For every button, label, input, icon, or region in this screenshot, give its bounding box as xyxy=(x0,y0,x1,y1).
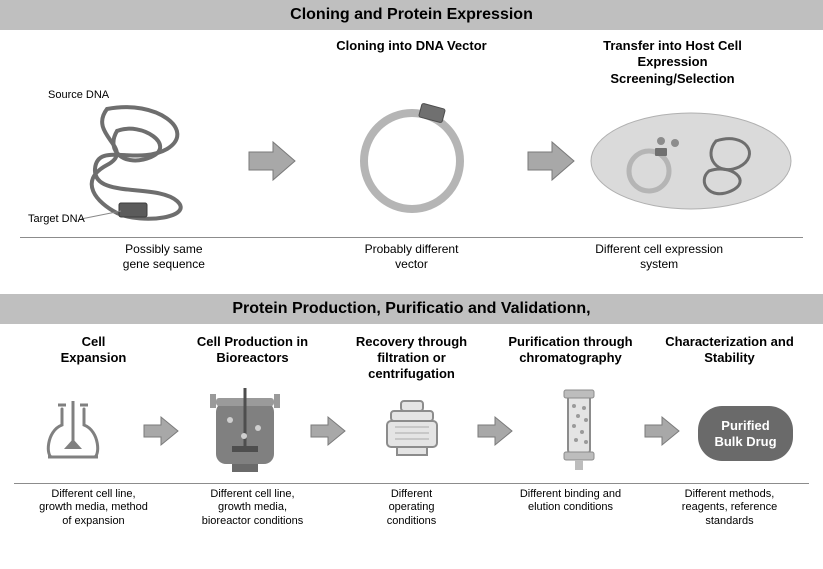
col1-sub: Possibly same gene sequence xyxy=(40,242,288,272)
step4-sub: Different binding and elution conditions xyxy=(491,488,650,529)
step1-sub: Different cell line, growth media, metho… xyxy=(14,488,173,529)
step5-header: Characterization and Stability xyxy=(650,334,809,383)
plasmid-vector-icon xyxy=(342,96,482,226)
vector-diagram xyxy=(300,96,524,231)
col1-header xyxy=(20,38,281,87)
arrow-right-icon xyxy=(247,138,297,184)
arrow-1 xyxy=(244,138,300,189)
arrow-s1 xyxy=(141,414,181,453)
col3-sub: Different cell expression system xyxy=(535,242,783,272)
section-cloning: Cloning and Protein Expression Cloning i… xyxy=(0,0,823,280)
target-dna-label: Target DNA xyxy=(28,213,85,225)
section1-col-headers: Cloning into DNA Vector Transfer into Ho… xyxy=(0,30,823,87)
step2-sub: Different cell line, growth media, biore… xyxy=(173,488,332,529)
arrow-right-icon xyxy=(143,414,179,448)
arrow-2 xyxy=(523,138,579,189)
col2-sub: Probably different vector xyxy=(288,242,536,272)
arrow-s4 xyxy=(642,414,682,453)
section2-col-headers: Cell Expansion Cell Production in Biorea… xyxy=(0,324,823,383)
step3-header: Recovery through filtration or centrifug… xyxy=(332,334,491,383)
step2-header: Cell Production in Bioreactors xyxy=(173,334,332,383)
filtration-diagram xyxy=(348,391,475,476)
step5-sub: Different methods, reagents, reference s… xyxy=(650,488,809,529)
centrifuge-filter-icon xyxy=(367,391,457,471)
section1-subrow: Possibly same gene sequence Probably dif… xyxy=(20,237,803,280)
section1-diagram-row: Source DNA Target DNA xyxy=(0,87,823,237)
host-cell-icon xyxy=(581,101,801,221)
arrow-s2 xyxy=(308,414,348,453)
col3-header: Transfer into Host Cell Expression Scree… xyxy=(542,38,803,87)
section-production: Protein Production, Purificatio and Vali… xyxy=(0,294,823,529)
section1-title: Cloning and Protein Expression xyxy=(0,0,823,30)
section2-subrow: Different cell line, growth media, metho… xyxy=(14,483,809,529)
section2-title: Protein Production, Purificatio and Vali… xyxy=(0,294,823,324)
result-pill: Purified Bulk Drug xyxy=(698,406,792,461)
flask-diagram xyxy=(14,391,141,476)
source-dna-label: Source DNA xyxy=(48,89,109,101)
result-pill-cell: Purified Bulk Drug xyxy=(682,406,809,461)
section2-icon-row: Purified Bulk Drug xyxy=(0,383,823,483)
dna-squiggle-icon xyxy=(47,91,217,231)
arrow-right-icon xyxy=(310,414,346,448)
column-diagram xyxy=(515,386,642,481)
spinner-flask-icon xyxy=(38,391,118,471)
chromatography-column-icon xyxy=(544,386,614,476)
arrow-right-icon xyxy=(477,414,513,448)
arrow-s3 xyxy=(475,414,515,453)
arrow-right-icon xyxy=(526,138,576,184)
host-cell-diagram xyxy=(579,101,803,226)
step4-header: Purification through chromatography xyxy=(491,334,650,383)
step1-header: Cell Expansion xyxy=(14,334,173,383)
source-dna-diagram: Source DNA Target DNA xyxy=(20,91,244,236)
arrow-right-icon xyxy=(644,414,680,448)
bioreactor-diagram xyxy=(181,384,308,484)
col2-header: Cloning into DNA Vector xyxy=(281,38,542,87)
bioreactor-icon xyxy=(200,384,290,479)
step3-sub: Different operating conditions xyxy=(332,488,491,529)
